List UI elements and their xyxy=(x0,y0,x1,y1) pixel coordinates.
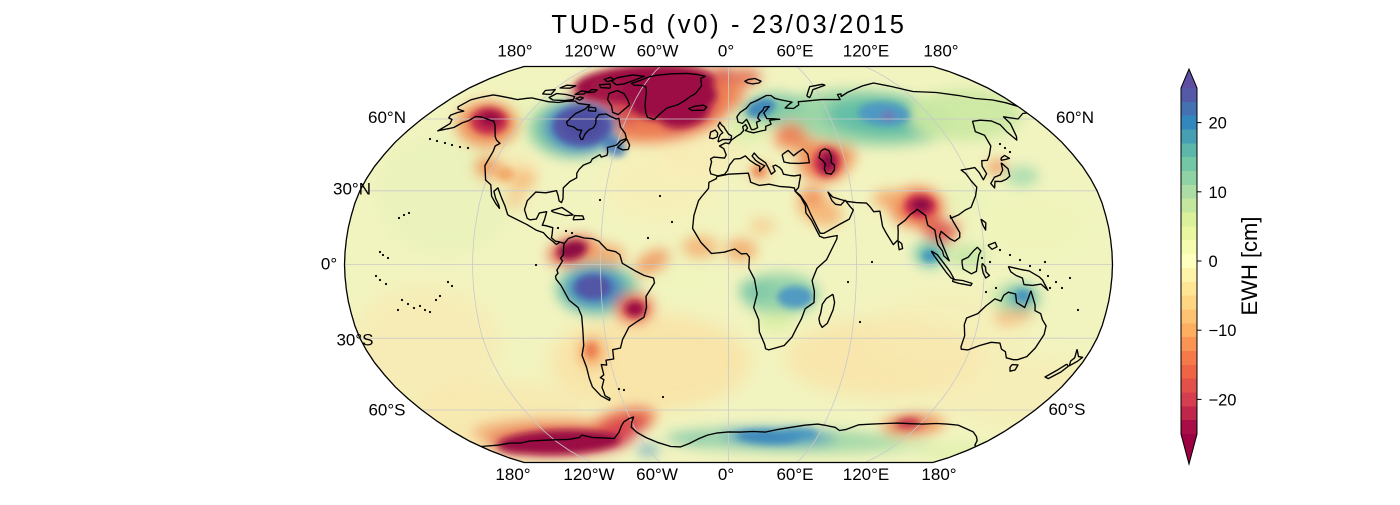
svg-text:120°W: 120°W xyxy=(563,465,614,484)
svg-text:−10: −10 xyxy=(1209,322,1237,340)
svg-text:60°W: 60°W xyxy=(637,42,679,61)
svg-text:60°S: 60°S xyxy=(1048,400,1085,419)
svg-text:120°W: 120°W xyxy=(564,42,615,61)
svg-text:TUD-5d (v0) - 23/03/2015: TUD-5d (v0) - 23/03/2015 xyxy=(551,11,906,39)
svg-text:30°S: 30°S xyxy=(336,331,373,350)
svg-text:60°N: 60°N xyxy=(1056,108,1094,127)
svg-text:60°S: 60°S xyxy=(368,401,405,420)
svg-text:60°E: 60°E xyxy=(776,465,813,484)
svg-text:180°: 180° xyxy=(923,42,958,61)
svg-text:180°: 180° xyxy=(497,42,532,61)
svg-text:180°: 180° xyxy=(495,465,530,484)
svg-text:180°: 180° xyxy=(921,465,956,484)
svg-text:−20: −20 xyxy=(1209,391,1237,409)
svg-text:EWH [cm]: EWH [cm] xyxy=(1237,217,1262,316)
svg-text:60°E: 60°E xyxy=(776,42,813,61)
svg-text:120°E: 120°E xyxy=(843,42,890,61)
svg-text:0°: 0° xyxy=(718,465,734,484)
svg-text:30°N: 30°N xyxy=(333,180,371,199)
svg-text:0°: 0° xyxy=(321,255,337,274)
svg-text:120°E: 120°E xyxy=(843,465,890,484)
svg-text:60°W: 60°W xyxy=(636,465,678,484)
svg-text:60°N: 60°N xyxy=(368,108,406,127)
svg-text:0: 0 xyxy=(1209,253,1218,271)
svg-text:10: 10 xyxy=(1209,184,1227,202)
svg-text:0°: 0° xyxy=(718,42,734,61)
svg-text:20: 20 xyxy=(1209,115,1227,133)
